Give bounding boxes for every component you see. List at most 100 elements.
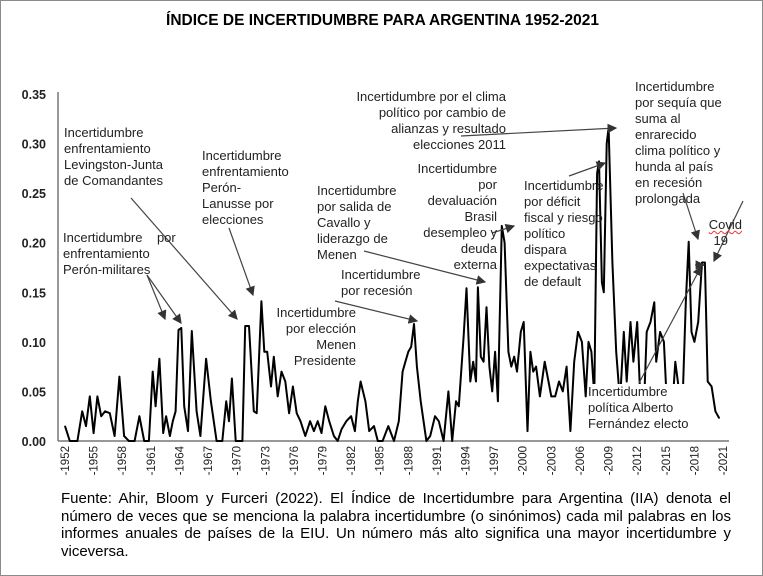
ann-line: enfrentamiento bbox=[63, 246, 150, 261]
arrow-brasil bbox=[491, 223, 516, 234]
arrow-sequia bbox=[682, 192, 700, 241]
ann-line: por recesión bbox=[341, 283, 413, 298]
ann-line: Incertidumbre bbox=[276, 305, 356, 320]
arrow-peron-militares-2 bbox=[146, 274, 182, 324]
y-tick-label: 0.10 bbox=[22, 336, 46, 350]
ann-line: Cavallo y bbox=[317, 215, 371, 230]
arrow-lanusse bbox=[228, 227, 255, 297]
annotation-cavallo: Incertidumbre por salida de Cavallo y li… bbox=[317, 183, 396, 263]
ann-line: 19 bbox=[713, 233, 728, 248]
ann-line: prolongada bbox=[635, 191, 701, 206]
ann-line: elecciones bbox=[202, 212, 264, 227]
arrow-levingston bbox=[130, 197, 238, 320]
y-tick-label: 0.20 bbox=[22, 237, 46, 251]
arrow-covid bbox=[713, 200, 744, 263]
y-tick-label: 0.00 bbox=[22, 435, 46, 449]
ann-line: Incertidumbre bbox=[635, 79, 715, 94]
ann-line: Fernández electo bbox=[588, 416, 689, 431]
ann-line: política Alberto bbox=[588, 400, 674, 415]
ann-line: Perón-militares bbox=[63, 262, 151, 277]
ann-line: político bbox=[524, 226, 566, 241]
y-tick-label: 0.30 bbox=[22, 138, 46, 152]
x-tick-label: -1967 bbox=[203, 446, 215, 475]
ann-line: por bbox=[156, 230, 176, 245]
ann-line: por sequía que bbox=[635, 95, 722, 110]
x-tick-label: -2015 bbox=[661, 446, 673, 475]
ann-line: deuda bbox=[460, 241, 497, 256]
x-tick-label: -2003 bbox=[546, 446, 558, 475]
arrow-fernandez bbox=[638, 265, 702, 384]
ann-line: de Comandantes bbox=[64, 173, 164, 188]
ann-line: Incertidumbre bbox=[588, 384, 668, 399]
ann-line: fiscal y riesgo bbox=[524, 210, 603, 225]
x-tick-label: -1991 bbox=[432, 446, 444, 475]
ann-line: enfrentamiento bbox=[64, 141, 151, 156]
x-tick-label: -2012 bbox=[632, 446, 644, 475]
ann-line: Levingston-Junta bbox=[64, 157, 164, 172]
x-tick-label: -1982 bbox=[346, 446, 358, 475]
annotation-sequia: Incertidumbre por sequía que suma al enr… bbox=[635, 79, 722, 207]
ann-line: por salida de bbox=[317, 199, 392, 214]
ann-line: por déficit bbox=[524, 194, 581, 209]
annotation-clima2011: Incertidumbre por el clima político por … bbox=[331, 89, 506, 153]
x-tick-label: -1979 bbox=[317, 446, 329, 475]
arrow-clima2011 bbox=[460, 123, 618, 137]
x-tick-label: -1985 bbox=[375, 446, 387, 475]
x-tick-label: -2000 bbox=[518, 446, 530, 475]
x-tick-label: -2021 bbox=[718, 446, 730, 475]
x-tick-label: -1961 bbox=[146, 446, 158, 475]
annotation-deficit: Incertidumbre por déficit fiscal y riesg… bbox=[524, 178, 603, 290]
annotation-recesion: Incertidumbre por recesión bbox=[341, 267, 420, 299]
ann-line: Perón- bbox=[202, 180, 242, 195]
ann-line: de default bbox=[524, 274, 582, 289]
y-tick-label: 0.15 bbox=[22, 286, 46, 300]
x-tick-label: -1958 bbox=[117, 446, 129, 475]
x-tick-label: -1994 bbox=[461, 445, 473, 475]
x-tick-label: -1973 bbox=[260, 446, 272, 475]
ann-line: Incertidumbre bbox=[64, 125, 144, 140]
ann-line: Incertidumbre bbox=[417, 161, 497, 176]
ann-line: político por cambio de bbox=[378, 105, 506, 120]
ann-line: enfrentamiento bbox=[202, 164, 289, 179]
x-tick-label: -1988 bbox=[403, 446, 415, 475]
ann-line: Incertidumbre bbox=[63, 230, 143, 245]
ann-line: Incertidumbre bbox=[524, 178, 604, 193]
annotation-levingston: Incertidumbre enfrentamiento Levingston-… bbox=[64, 125, 163, 189]
x-tick-label: -1970 bbox=[232, 446, 244, 475]
ann-line: Menen bbox=[316, 337, 356, 352]
ann-line: Presidente bbox=[293, 353, 356, 368]
ann-line: hunda al país bbox=[635, 159, 714, 174]
ann-line: devaluación bbox=[427, 193, 497, 208]
x-tick-label: -1964 bbox=[174, 445, 186, 475]
source-caption: Fuente: Ahir, Bloom y Furceri (2022). El… bbox=[61, 490, 731, 560]
annotation-fernandez: Incertidumbre política Alberto Fernández… bbox=[588, 384, 689, 432]
y-tick-label: 0.25 bbox=[22, 187, 46, 201]
ann-line: alianzas y resultado bbox=[391, 121, 506, 136]
x-tick-label: -1952 bbox=[60, 446, 72, 475]
x-tick-label: -2018 bbox=[689, 446, 701, 475]
arrow-cavallo bbox=[363, 250, 487, 285]
ann-line: Incertidumbre bbox=[341, 267, 421, 282]
ann-line: Menen bbox=[317, 247, 357, 262]
ann-line: elecciones 2011 bbox=[413, 137, 506, 152]
arrow-peron-militares-1 bbox=[146, 274, 167, 321]
ann-line: Incertidumbre bbox=[317, 183, 397, 198]
ann-line: Lanusse por bbox=[202, 196, 274, 211]
annotation-peron-militares: Incertidumbre por enfrentamiento Perón-m… bbox=[63, 230, 176, 278]
ann-line: clima político y bbox=[635, 143, 721, 158]
ann-line: dispara bbox=[524, 242, 567, 257]
ann-line: expectativas bbox=[524, 258, 597, 273]
x-tick-label: -1997 bbox=[489, 446, 501, 475]
x-tick-label: -1976 bbox=[289, 446, 301, 475]
ann-line: Incertidumbre por el clima bbox=[356, 89, 506, 104]
annotation-covid: Covid 19 bbox=[696, 217, 742, 249]
arrow-deficit bbox=[568, 161, 607, 177]
y-tick-label: 0.05 bbox=[22, 385, 46, 399]
ann-line: por elección bbox=[285, 321, 356, 336]
y-tick-label: 0.35 bbox=[22, 88, 46, 102]
ann-line: por bbox=[478, 177, 497, 192]
arrow-recesion bbox=[334, 300, 419, 324]
x-tick-label: -2009 bbox=[604, 446, 616, 475]
x-tick-label: -2006 bbox=[575, 446, 587, 475]
